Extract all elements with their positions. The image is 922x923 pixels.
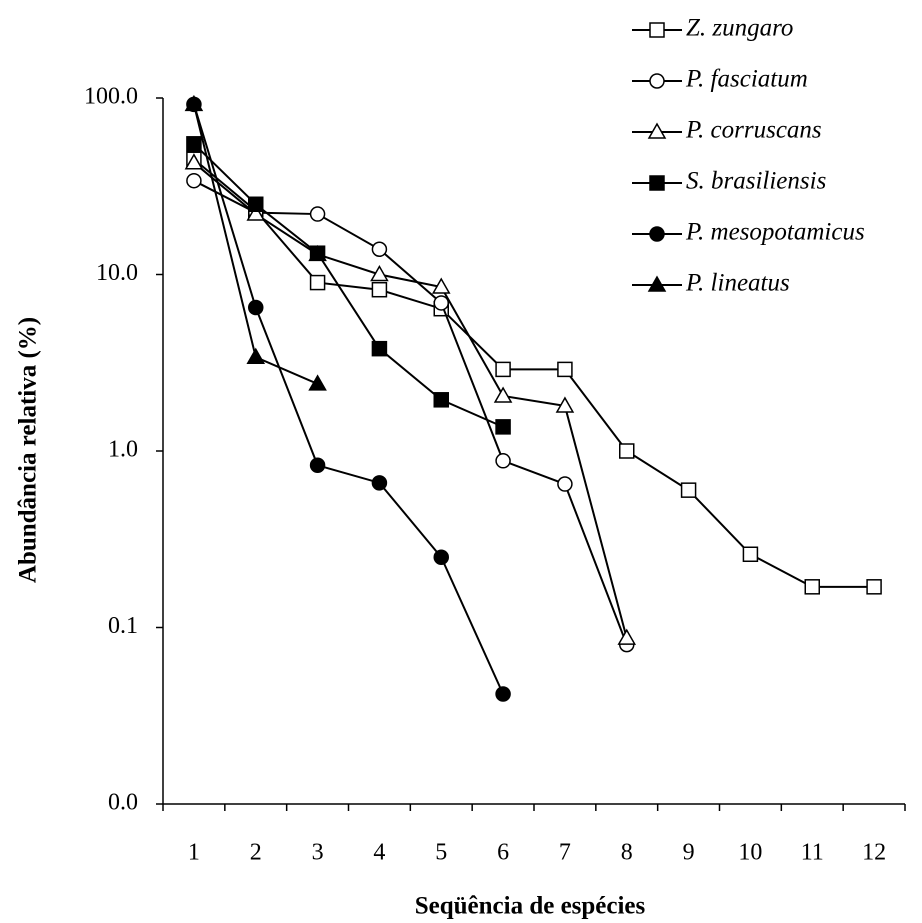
marker	[617, 628, 637, 645]
legend-text: S. brasiliensis	[686, 168, 826, 195]
legend-marker	[649, 175, 665, 191]
legend-marker	[649, 22, 665, 38]
y-tick-label: 0.0	[108, 790, 138, 816]
marker	[866, 579, 882, 595]
y-axis-title: Abundância relativa (%)	[15, 317, 42, 583]
legend-text: P. lineatus	[685, 270, 790, 297]
marker	[557, 361, 573, 378]
marker	[309, 245, 326, 261]
x-tick-label: 10	[738, 840, 762, 866]
legend-marker	[647, 122, 667, 139]
marker	[371, 281, 388, 298]
x-tick-label: 1	[188, 840, 200, 866]
marker	[495, 419, 511, 435]
marker	[246, 204, 266, 221]
marker	[742, 546, 759, 563]
marker	[371, 340, 388, 357]
x-tick-label: 6	[497, 840, 509, 866]
x-axis-title: Seqüência de espécies	[415, 893, 646, 920]
y-tick-label: 10.0	[96, 260, 138, 286]
x-tick-label: 12	[862, 840, 886, 866]
marker	[619, 443, 635, 459]
marker	[555, 396, 575, 413]
marker	[184, 94, 204, 112]
marker	[493, 386, 513, 403]
marker	[495, 361, 511, 378]
marker	[370, 264, 389, 282]
series-line	[193, 158, 875, 588]
series-line	[192, 104, 318, 385]
marker	[495, 686, 511, 702]
series-line	[192, 104, 504, 695]
marker	[309, 206, 326, 222]
marker	[308, 374, 327, 391]
x-tick-label: 7	[559, 840, 571, 866]
marker	[433, 392, 449, 408]
marker	[309, 457, 326, 474]
x-tick-label: 2	[250, 840, 262, 866]
series-line	[193, 161, 628, 639]
marker	[804, 579, 820, 595]
marker	[371, 241, 388, 258]
legend-marker	[649, 226, 665, 242]
x-tick-label: 8	[621, 840, 633, 866]
legend-marker	[649, 73, 665, 89]
marker	[248, 299, 264, 316]
marker	[680, 482, 697, 498]
marker	[248, 196, 264, 213]
marker	[557, 476, 573, 492]
series-line	[193, 143, 504, 428]
marker	[495, 453, 511, 469]
y-tick-label: 0.1	[108, 613, 138, 639]
legend-text: P. mesopotamicus	[685, 219, 865, 246]
legend-text: Z. zungaro	[686, 15, 793, 42]
y-tick-label: 100.0	[84, 84, 138, 110]
x-tick-label: 3	[312, 840, 324, 866]
marker	[184, 153, 204, 170]
marker	[371, 475, 388, 491]
marker	[186, 172, 202, 189]
marker	[246, 347, 266, 364]
x-tick-label: 5	[435, 840, 447, 866]
legend-text: P. corruscans	[685, 117, 822, 144]
legend-text: P. fasciatum	[685, 66, 808, 93]
legend-marker	[647, 275, 667, 292]
marker	[309, 274, 326, 291]
marker	[431, 277, 451, 294]
x-tick-label: 11	[801, 840, 824, 866]
x-tick-label: 4	[373, 840, 385, 866]
y-tick-label: 1.0	[108, 437, 138, 463]
marker	[433, 295, 449, 311]
marker	[433, 549, 449, 566]
x-tick-label: 9	[683, 840, 695, 866]
marker	[186, 136, 202, 152]
